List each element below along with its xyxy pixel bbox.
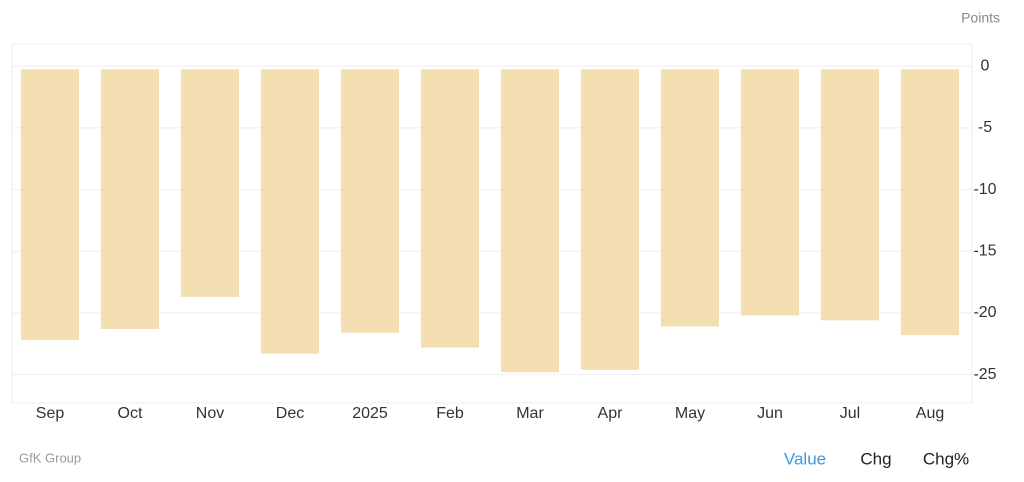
- bar: [661, 69, 719, 327]
- bar: [581, 69, 639, 370]
- plot-frame: [11, 43, 973, 404]
- tab-button[interactable]: Chg: [860, 449, 891, 468]
- x-tick-label: Mar: [516, 405, 544, 422]
- x-tick-label: Sep: [36, 405, 65, 422]
- bar: [741, 69, 799, 316]
- x-tick-label: Jun: [757, 405, 783, 422]
- bar: [101, 69, 159, 329]
- x-tick-label: Aug: [916, 405, 944, 422]
- bar: [901, 69, 959, 336]
- bar: [821, 69, 879, 321]
- y-tick-label: 0: [981, 57, 990, 74]
- tab-button[interactable]: Value: [784, 449, 826, 468]
- y-tick-label: -10: [973, 181, 996, 198]
- x-tick-label: Feb: [436, 405, 464, 422]
- tab-button[interactable]: Chg%: [923, 449, 969, 468]
- unit-label: Points: [961, 10, 1000, 26]
- bar: [501, 69, 559, 373]
- y-tick-label: -25: [973, 366, 996, 383]
- x-tick-label: Oct: [118, 405, 143, 422]
- x-tick-label: Nov: [196, 405, 224, 422]
- x-tick-label: May: [675, 405, 705, 422]
- bar: [341, 69, 399, 333]
- source: GfK Group: [19, 450, 81, 465]
- y-tick-label: -20: [973, 304, 996, 321]
- bar: [421, 69, 479, 348]
- y-tick-label: -5: [978, 119, 992, 136]
- bar: [261, 69, 319, 354]
- x-tick-label: Apr: [598, 405, 624, 422]
- x-tick-label: Dec: [276, 405, 304, 422]
- y-tick-label: -15: [973, 242, 996, 259]
- bar: [181, 69, 239, 297]
- x-tick-label: 2025: [352, 405, 388, 422]
- x-tick-label: Jul: [840, 405, 860, 422]
- bar: [21, 69, 79, 341]
